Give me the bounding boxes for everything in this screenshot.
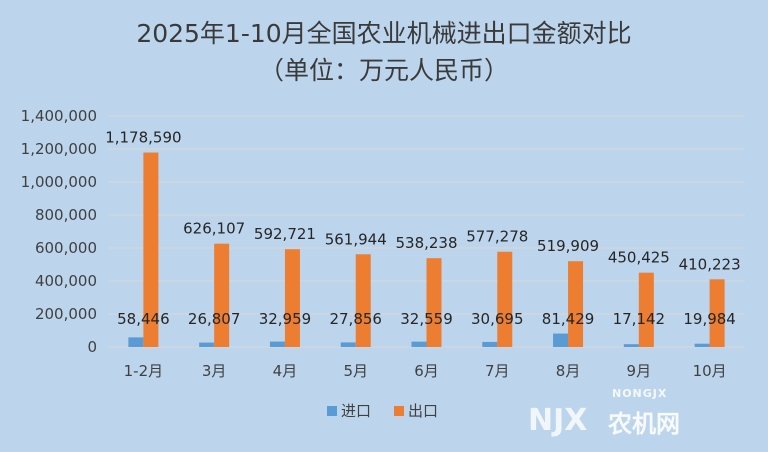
data-label-export: 626,107 bbox=[183, 220, 245, 238]
data-labels: 58,446 1,178,590 26,807 626,107 32,959 592,72… bbox=[105, 129, 740, 328]
data-label-import: 32,959 bbox=[259, 310, 312, 328]
data-label-export: 1,178,590 bbox=[105, 129, 181, 147]
bar-import bbox=[623, 344, 639, 347]
data-label-import: 27,856 bbox=[329, 310, 382, 328]
bar-import bbox=[340, 342, 356, 347]
legend-swatch-import bbox=[327, 406, 337, 416]
bar-export bbox=[284, 249, 300, 347]
bar-export bbox=[497, 251, 513, 347]
x-axis-ticks: 1-2月 3月 4月 5月 6月 7月 8月 9月 10月 bbox=[124, 362, 727, 380]
legend-label-import: 进口 bbox=[341, 402, 371, 420]
x-tick-label: 5月 bbox=[343, 362, 368, 380]
bar-export bbox=[355, 254, 371, 347]
bar-import bbox=[694, 343, 710, 347]
bar-export bbox=[143, 152, 159, 347]
bar-import bbox=[411, 341, 427, 347]
bar-import bbox=[482, 341, 498, 347]
legend-swatch-export bbox=[394, 406, 404, 416]
data-label-export: 450,425 bbox=[608, 249, 670, 267]
y-tick-label: 200,000 bbox=[35, 305, 97, 323]
y-tick-label: 400,000 bbox=[35, 272, 97, 290]
bar-export bbox=[214, 243, 230, 347]
y-tick-label: 1,000,000 bbox=[21, 173, 97, 191]
chart-subtitle: （单位：万元人民币） bbox=[259, 56, 509, 85]
y-tick-label: 1,200,000 bbox=[21, 140, 97, 158]
data-label-export: 519,909 bbox=[537, 237, 599, 255]
data-label-import: 17,142 bbox=[613, 310, 666, 328]
bar-export bbox=[426, 258, 442, 347]
x-tick-label: 4月 bbox=[273, 362, 298, 380]
watermark-logo-glyph: NJX bbox=[528, 403, 587, 438]
bars bbox=[128, 152, 725, 347]
watermark: NJX NONGJX 农机网 bbox=[528, 387, 680, 438]
x-tick-label: 9月 bbox=[627, 362, 652, 380]
data-label-import: 58,446 bbox=[117, 310, 170, 328]
legend: 进口 出口 bbox=[327, 402, 438, 420]
bar-import bbox=[553, 333, 569, 347]
watermark-site-name: 农机网 bbox=[607, 410, 680, 438]
data-label-import: 26,807 bbox=[188, 310, 241, 328]
data-label-export: 410,223 bbox=[679, 255, 741, 273]
data-label-export: 538,238 bbox=[395, 234, 457, 252]
data-label-import: 81,429 bbox=[542, 310, 595, 328]
y-tick-label: 800,000 bbox=[35, 206, 97, 224]
x-tick-label: 1-2月 bbox=[124, 362, 164, 380]
bar-import bbox=[128, 337, 144, 347]
data-label-export: 577,278 bbox=[466, 228, 528, 246]
y-tick-label: 0 bbox=[87, 338, 97, 356]
data-label-export: 561,944 bbox=[325, 230, 387, 248]
legend-label-export: 出口 bbox=[408, 402, 438, 420]
y-tick-label: 1,400,000 bbox=[21, 107, 97, 125]
bar-export bbox=[709, 279, 725, 347]
x-tick-label: 10月 bbox=[693, 362, 727, 380]
bar-import bbox=[269, 341, 285, 347]
watermark-brand: NONGJX bbox=[612, 387, 667, 400]
x-tick-label: 8月 bbox=[556, 362, 581, 380]
data-label-import: 30,695 bbox=[471, 310, 524, 328]
x-tick-label: 6月 bbox=[414, 362, 439, 380]
data-label-export: 592,721 bbox=[254, 225, 316, 243]
x-tick-label: 7月 bbox=[485, 362, 510, 380]
y-axis-ticks: 0 200,000 400,000 600,000 800,000 1,000,000 1,… bbox=[21, 107, 97, 356]
bar-export bbox=[568, 261, 584, 347]
chart-title: 2025年1-10月全国农业机械进出口金额对比 bbox=[136, 19, 631, 48]
y-tick-label: 600,000 bbox=[35, 239, 97, 257]
data-label-import: 32,559 bbox=[400, 310, 453, 328]
data-label-import: 19,984 bbox=[683, 310, 736, 328]
bar-import bbox=[199, 342, 215, 347]
bar-export bbox=[638, 272, 654, 347]
x-tick-label: 3月 bbox=[202, 362, 227, 380]
